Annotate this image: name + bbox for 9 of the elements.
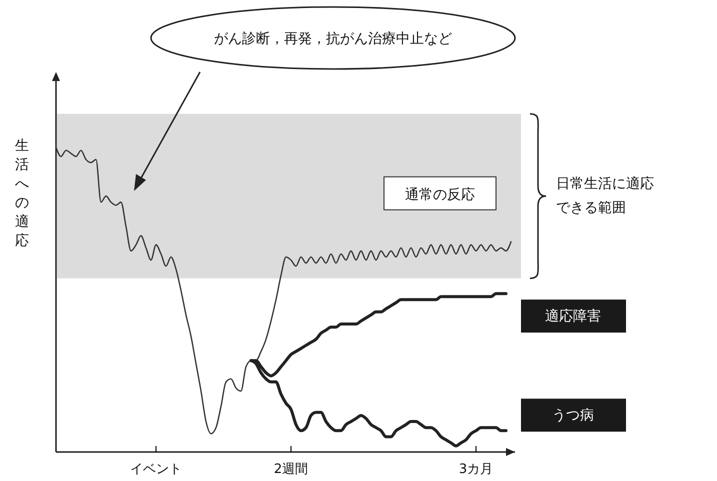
text: がん診断，再発，抗がん治療中止など: [214, 31, 452, 47]
text: うつ病: [552, 408, 594, 424]
x-tick-label: 2週間: [274, 462, 308, 477]
band-label: 日常生活に適応できる範囲: [556, 176, 654, 216]
text: 適応障害: [545, 308, 601, 325]
y-axis-title: 生活への適応: [15, 138, 29, 249]
x-tick-label: イベント: [130, 462, 182, 477]
text: 通常の反応: [405, 186, 475, 203]
x-tick-label: 3カ月: [458, 462, 494, 477]
